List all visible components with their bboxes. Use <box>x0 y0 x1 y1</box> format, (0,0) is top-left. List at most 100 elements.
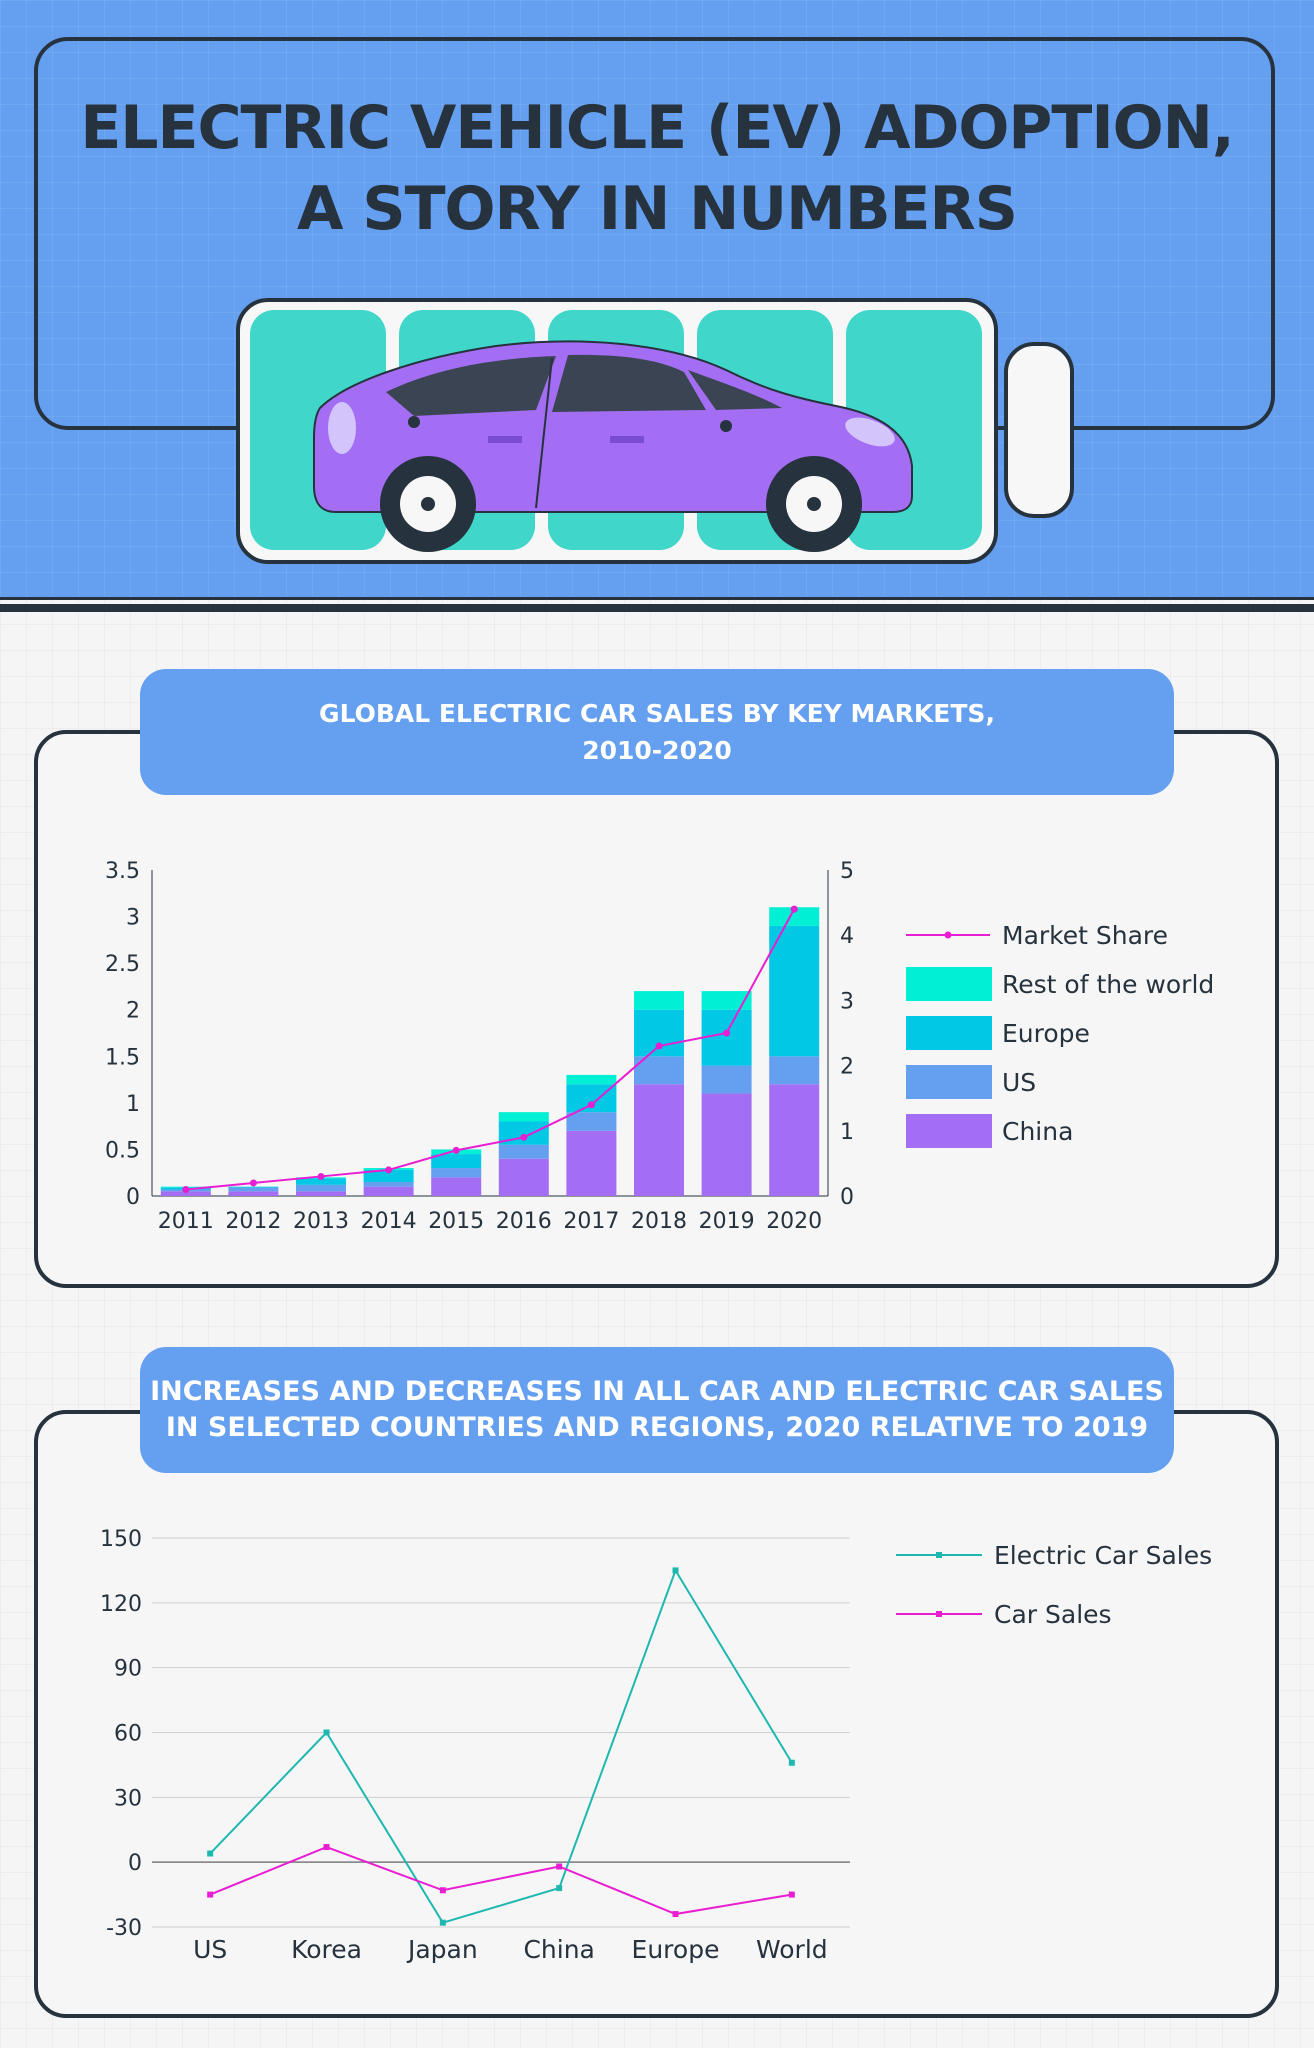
sales-x-tick-label: 2014 <box>361 1209 417 1234</box>
change-y-tick-label: 90 <box>114 1657 142 1682</box>
electric-car-sales-point <box>788 1759 795 1766</box>
change-x-tick-label: World <box>756 1935 828 1964</box>
market-share-point <box>385 1166 393 1174</box>
sales-bar-segment <box>296 1178 346 1185</box>
electric-car-sales-point <box>439 1919 446 1926</box>
sales-bar-segment <box>769 1084 820 1196</box>
change-x-tick-label: Japan <box>406 1935 478 1964</box>
change-chart-panel <box>34 1410 1279 2018</box>
change-y-tick-label: -30 <box>106 1916 142 1941</box>
sales-bar-segment <box>701 1093 752 1196</box>
sales-right-tick-label: 1 <box>840 1120 854 1145</box>
change-x-tick-label: US <box>193 1935 227 1964</box>
sales-right-tick-label: 2 <box>840 1055 854 1080</box>
sales-x-tick-label: 2016 <box>496 1209 552 1234</box>
car-sales-line <box>209 1845 792 1916</box>
sales-legend-label: Rest of the world <box>1002 970 1214 999</box>
car-sales-point <box>207 1891 214 1898</box>
sales-x-tick-label: 2015 <box>428 1209 484 1234</box>
sales-bar-segment <box>701 991 752 1010</box>
electric-car-sales-point <box>556 1885 563 1892</box>
change-x-tick-label: Korea <box>291 1935 362 1964</box>
sales-bar-segment <box>431 1154 482 1169</box>
sales-right-tick-label: 4 <box>840 924 854 949</box>
sales-bar-segment <box>431 1177 482 1196</box>
sales-left-tick-label: 3.5 <box>105 859 140 884</box>
market-share-point <box>520 1133 528 1141</box>
sales-bar-segment <box>701 1009 752 1066</box>
market-share-point <box>317 1172 325 1180</box>
sales-bar-segment <box>566 1130 617 1196</box>
change-y-tick-label: 30 <box>114 1786 142 1811</box>
change-y-tick-label: 150 <box>100 1527 142 1552</box>
page-title-line-2: A STORY IN NUMBERS <box>297 174 1018 244</box>
change-y-tick-label: 0 <box>128 1851 142 1876</box>
sales-x-tick-label: 2017 <box>563 1209 619 1234</box>
sales-x-tick-label: 2012 <box>225 1209 281 1234</box>
page-title: ELECTRIC VEHICLE (EV) ADOPTION, A STORY … <box>60 88 1254 250</box>
sales-legend-swatch <box>906 1016 992 1050</box>
sales-bar-segment <box>701 1065 752 1094</box>
sales-bar-segment <box>431 1168 482 1178</box>
sales-bar-segment <box>228 1186 279 1188</box>
header-divider-thick <box>0 604 1314 612</box>
sales-bar-segment <box>769 1056 820 1085</box>
sales-bar-segment <box>566 1112 617 1131</box>
battery-car-illustration <box>236 298 1074 564</box>
sales-left-tick-label: 1.5 <box>105 1045 140 1070</box>
sales-left-tick-label: 0.5 <box>105 1138 140 1163</box>
car-sales-point <box>323 1844 330 1851</box>
sales-bar-segment <box>634 991 684 1010</box>
change-legend-label: Car Sales <box>994 1600 1112 1629</box>
change-y-tick-label: 120 <box>100 1592 142 1617</box>
sales-x-tick-label: 2013 <box>293 1209 349 1234</box>
change-x-tick-label: China <box>523 1935 594 1964</box>
sales-bar-segment <box>498 1158 549 1196</box>
sales-bar-segment <box>363 1169 414 1183</box>
sales-x-tick-label: 2018 <box>631 1209 687 1234</box>
sales-bar-segment <box>769 907 820 926</box>
market-share-point <box>452 1146 460 1154</box>
sales-chart-title-line-2: 2010-2020 <box>582 736 732 765</box>
market-share-point <box>249 1179 257 1187</box>
sales-bar-segment <box>228 1191 279 1196</box>
sales-left-tick-label: 3 <box>126 906 140 931</box>
market-share-point <box>182 1185 190 1193</box>
market-share-line <box>185 908 796 1191</box>
sales-chart-title-line-1: GLOBAL ELECTRIC CAR SALES BY KEY MARKETS… <box>319 699 995 728</box>
car-sales-point <box>439 1887 446 1894</box>
electric-car-sales-point <box>207 1850 214 1857</box>
sales-bar-segment <box>296 1191 346 1196</box>
sales-legend-swatch <box>906 1114 992 1148</box>
sales-left-tick-label: 2 <box>126 999 140 1024</box>
change-chart-title: INCREASES AND DECREASES IN ALL CAR AND E… <box>140 1347 1174 1473</box>
sales-bar-segment <box>296 1184 346 1192</box>
change-legend-label: Electric Car Sales <box>994 1541 1212 1570</box>
market-share-point <box>723 1029 731 1037</box>
sales-legend-label: Market Share <box>1002 921 1168 950</box>
battery-terminal <box>1004 342 1074 518</box>
car-sales-point <box>556 1863 563 1870</box>
sales-right-tick-label: 5 <box>840 859 854 884</box>
market-share-point <box>790 905 798 913</box>
sales-left-tick-label: 2.5 <box>105 952 140 977</box>
electric-car-sales-line <box>209 1568 793 1924</box>
sales-right-tick-label: 3 <box>840 989 854 1014</box>
sales-left-tick-label: 0 <box>126 1185 140 1210</box>
change-y-tick-label: 60 <box>114 1722 142 1747</box>
sales-x-tick-label: 2011 <box>158 1209 214 1234</box>
sales-bar-segment <box>228 1187 279 1192</box>
header-banner: ELECTRIC VEHICLE (EV) ADOPTION, A STORY … <box>0 0 1314 597</box>
sales-bar-segment <box>498 1112 549 1122</box>
sales-legend-swatch <box>906 1065 992 1099</box>
car-sales-point <box>672 1911 679 1918</box>
sales-legend-swatch <box>906 967 992 1001</box>
car-sales-point <box>788 1891 795 1898</box>
sales-legend-label: US <box>1002 1068 1036 1097</box>
header-divider-thin <box>0 597 1314 600</box>
sales-bar-segment <box>498 1144 549 1159</box>
sales-right-tick-label: 0 <box>840 1185 854 1210</box>
sales-bar-segment <box>363 1186 414 1196</box>
sales-bar-segment <box>566 1074 617 1085</box>
